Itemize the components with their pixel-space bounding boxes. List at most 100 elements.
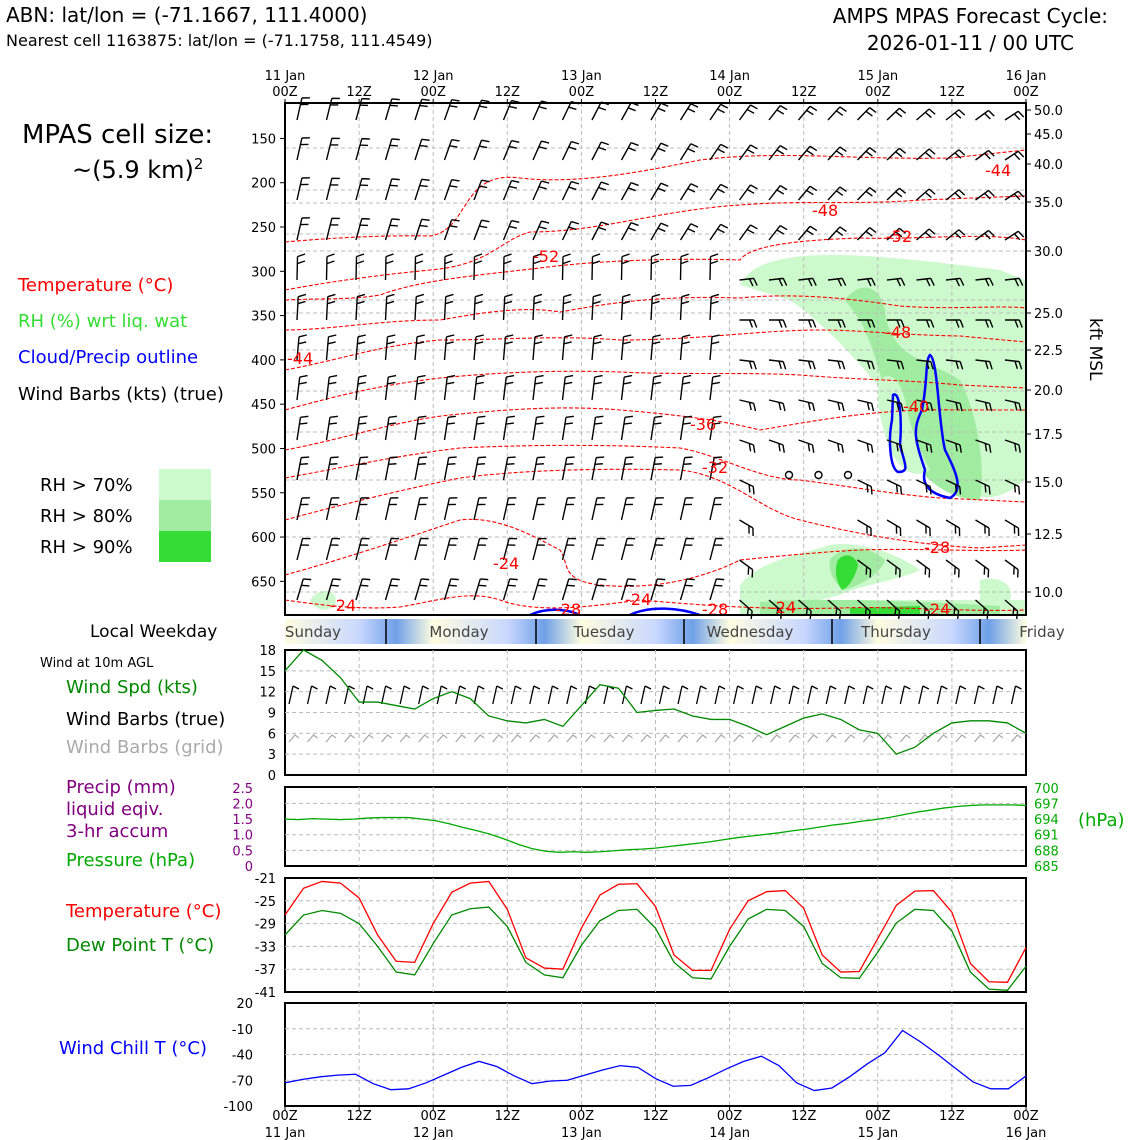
wind-barb (916, 277, 935, 287)
wind-barb (739, 439, 756, 453)
wind-barb (473, 334, 484, 361)
pressure-line (284, 804, 1027, 853)
wind-barb (355, 137, 370, 161)
pressure-ytick-label: 694 (1034, 813, 1059, 828)
wind-barb (355, 293, 366, 321)
wind-barb (975, 439, 992, 453)
wind-barb (414, 537, 429, 561)
wind-barb (640, 685, 652, 705)
wind-barb (739, 277, 758, 287)
legend-wind: Wind Barbs (kts) (true) (18, 384, 224, 405)
wind-barb (325, 374, 338, 401)
temperature-isotherm (284, 444, 1027, 503)
wind-barb (296, 334, 307, 361)
pressure-tick-label: 250 (251, 221, 276, 236)
wind-barb-grid (307, 734, 318, 743)
wind-barb (769, 319, 787, 328)
wind-barb-grid (510, 734, 522, 743)
wind-barb (384, 138, 400, 161)
temperature-isotherm (284, 518, 1027, 587)
temperature-contour-label: -24 (330, 596, 356, 615)
wind-barb (739, 479, 755, 495)
wind-barb (739, 399, 757, 412)
wind-barb (532, 180, 550, 201)
wind-barb (296, 137, 310, 161)
wind-barb (709, 293, 720, 321)
temperature-line (284, 880, 1027, 983)
wind-barb (1004, 359, 1023, 370)
wind-barb (473, 139, 490, 161)
wind-barb (886, 479, 903, 495)
wind-barb (591, 497, 605, 521)
wind-barb (384, 456, 398, 481)
wind-barb (886, 227, 907, 241)
temperature-contour-label: -52 (533, 247, 559, 266)
wind-ytick-label: 9 (268, 707, 276, 722)
cell-size-label: MPAS cell size: (22, 120, 214, 150)
wind-barb (946, 319, 964, 328)
wind-barb (709, 578, 725, 601)
wind-barb (916, 559, 931, 578)
wind-barb (679, 334, 691, 361)
wind-10m-title: Wind at 10m AGL (40, 656, 154, 671)
wind-barb (679, 578, 695, 601)
wind-barb (620, 221, 639, 241)
wind-barb (532, 497, 546, 521)
wind-barb (827, 146, 847, 161)
wind-barb (709, 456, 723, 481)
kft-tick-label: 12.5 (1034, 528, 1063, 543)
kft-tick-label: 20.0 (1034, 384, 1063, 399)
wind-barb (620, 497, 635, 521)
wind-barb (916, 148, 936, 161)
wind-barb (443, 374, 456, 401)
wind-barb (591, 415, 604, 441)
wind-barb (414, 293, 425, 321)
dew-point-line (284, 906, 1027, 991)
calm-wind-circle (784, 470, 794, 480)
wind-barb (650, 497, 664, 521)
wind-barb (857, 439, 874, 453)
wind-barb (1004, 479, 1021, 495)
wind-barb (709, 334, 720, 361)
wind-barb-grid (288, 734, 300, 743)
kft-tick-label: 15.0 (1034, 476, 1063, 491)
wind-barb (738, 224, 758, 241)
top-date-label: 12 Jan (413, 69, 454, 84)
rh-region (835, 555, 858, 590)
pressure-tick-label: 600 (251, 531, 276, 546)
wind-barb (443, 415, 456, 441)
pressure-unit: (hPa) (1078, 810, 1125, 831)
bottom-date-label: 16 Jan (1006, 1126, 1047, 1140)
wind-barb (739, 519, 754, 537)
temperature-contour-label: -24 (493, 554, 519, 573)
wind-barb (1004, 230, 1025, 241)
wind-barb (384, 537, 400, 561)
kft-axis-label: kft MSL (1085, 318, 1105, 381)
wind-barb (306, 685, 318, 705)
wind-barb (945, 559, 960, 578)
wind-barb (975, 479, 991, 495)
wind-barb (975, 359, 993, 370)
wind-barb (414, 415, 427, 441)
legend-precip-2: liquid eqiv. (66, 799, 164, 820)
wind-barb-grid (436, 734, 448, 743)
wind-barb (650, 537, 665, 561)
wind-barb (886, 107, 907, 121)
temperature-contour-label: -32 (702, 458, 728, 477)
wind-barb (945, 439, 962, 453)
pressure-tick-label: 500 (251, 442, 276, 457)
wind-barb-grid (844, 734, 856, 743)
wind-barb-grid (973, 734, 985, 743)
temp-ytick-label: -41 (255, 986, 276, 1001)
wind-barb (857, 559, 872, 578)
wind-barb (325, 253, 335, 281)
weekday-bar (285, 619, 1026, 644)
cell-size-value: ~(5.9 km)2 (72, 155, 203, 184)
wind-barb-grid (473, 734, 485, 743)
wind-barb (945, 359, 964, 370)
top-hour-label: 12Z (346, 85, 372, 100)
wind-barb (679, 415, 692, 441)
precip-ytick-label: 1.5 (232, 813, 253, 828)
wind-barb (1004, 277, 1024, 287)
wind-barb (770, 685, 781, 705)
